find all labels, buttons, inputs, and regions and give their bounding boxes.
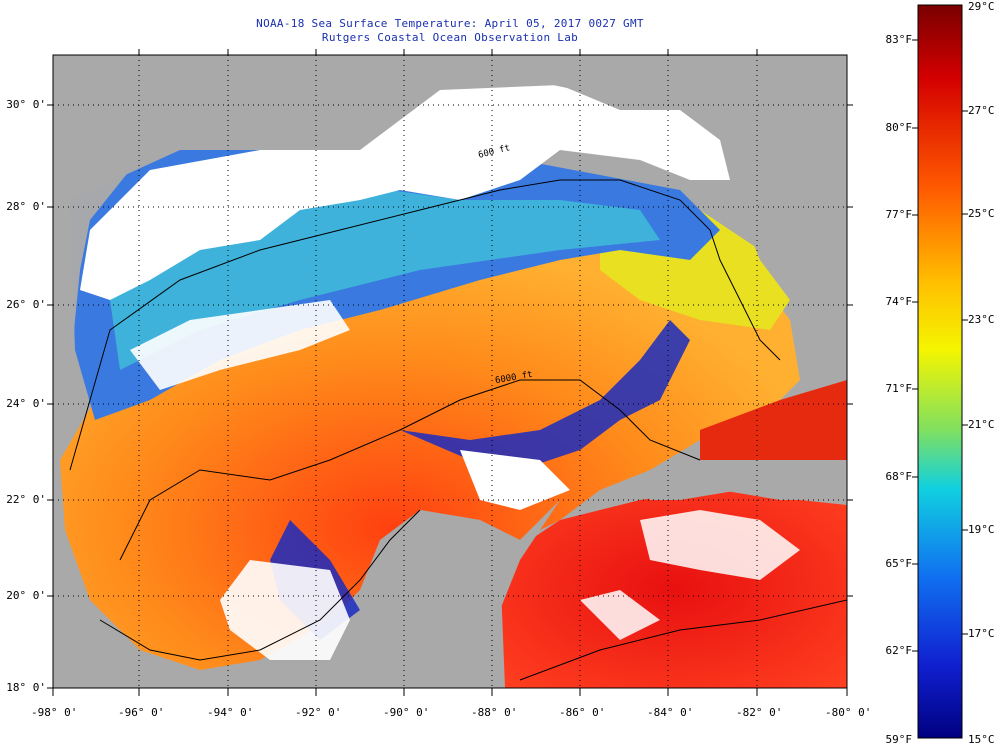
- colorbar-c-25: 25°C: [968, 207, 995, 220]
- colorbar-f-59: 59°F: [885, 733, 913, 746]
- lon-label-94: -94° 0': [207, 706, 254, 719]
- colorbar-f-68: 68°F: [885, 470, 913, 483]
- contour-deep: [119, 379, 701, 561]
- colorbar-ticks: [912, 39, 968, 652]
- colorbar: [917, 4, 963, 739]
- colorbar-f-83: 83°F: [885, 33, 913, 46]
- ticks: [47, 49, 853, 696]
- graticule: [53, 55, 847, 688]
- lon-label-88: -88° 0': [471, 706, 518, 719]
- lon-label-96: -96° 0': [118, 706, 165, 719]
- colorbar-f-74: 74°F: [885, 295, 913, 308]
- map-frame: [52, 54, 848, 689]
- map-subtitle: Rutgers Coastal Ocean Observation Lab: [321, 31, 579, 44]
- florida-land: [720, 55, 847, 370]
- colorbar-c-21: 21°C: [968, 418, 995, 431]
- colorbar-f-77: 77°F: [885, 208, 913, 221]
- cuba-land: [640, 460, 847, 505]
- straits-water: [700, 380, 847, 470]
- lon-label-82: -82° 0': [736, 706, 783, 719]
- colorbar-c-19: 19°C: [968, 523, 995, 536]
- colorbar-f-71: 71°F: [885, 382, 913, 395]
- cloud-cover-north: [80, 85, 730, 300]
- cool-eddy: [400, 320, 690, 470]
- lon-label-92: -92° 0': [295, 706, 342, 719]
- lat-label-26: 26° 0': [6, 298, 46, 311]
- lon-label-90: -90° 0': [383, 706, 430, 719]
- colorbar-c-17: 17°C: [968, 627, 995, 640]
- lat-label-30: 30° 0': [6, 98, 46, 111]
- lon-label-86: -86° 0': [559, 706, 606, 719]
- lat-label-28: 28° 0': [6, 200, 46, 213]
- colorbar-f-62: 62°F: [885, 644, 913, 657]
- colorbar-c-15: 15°C: [968, 733, 995, 746]
- lon-label-84: -84° 0': [647, 706, 694, 719]
- lat-label-18: 18° 0': [6, 681, 46, 694]
- lat-label-24: 24° 0': [6, 397, 46, 410]
- lon-label-98: -98° 0': [31, 706, 78, 719]
- colorbar-f-65: 65°F: [885, 557, 913, 570]
- lon-label-80: -80° 0': [825, 706, 872, 719]
- yucatan-land: [370, 500, 560, 688]
- colorbar-c-27: 27°C: [968, 104, 995, 117]
- colorbar-c-23: 23°C: [968, 313, 995, 326]
- map-title: NOAA-18 Sea Surface Temperature: April 0…: [256, 17, 644, 30]
- colorbar-f-80: 80°F: [885, 121, 913, 134]
- lat-label-20: 20° 0': [6, 589, 46, 602]
- lat-label-22: 22° 0': [6, 493, 46, 506]
- colorbar-c-29: 29°C: [968, 0, 995, 13]
- contour-shelf: [69, 179, 781, 471]
